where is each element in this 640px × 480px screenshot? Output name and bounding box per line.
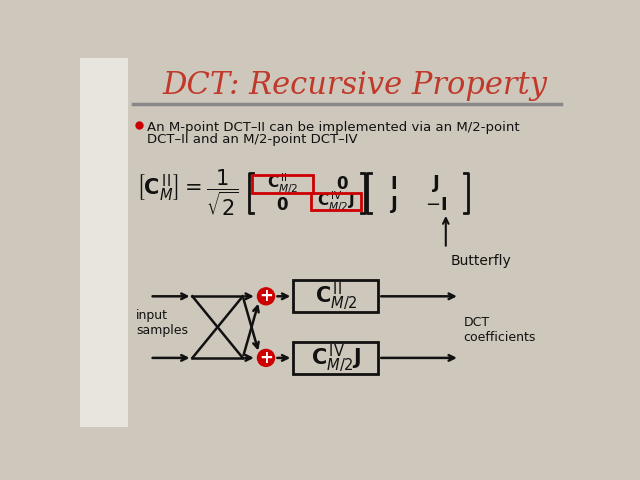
Text: DCT: Recursive Property: DCT: Recursive Property [163, 70, 548, 101]
Text: $\left[\mathbf{C}^{\,\mathsf{II}}_M\right]=\dfrac{1}{\sqrt{2}}$: $\left[\mathbf{C}^{\,\mathsf{II}}_M\righ… [136, 167, 239, 218]
Text: $\mathbf{0}$: $\mathbf{0}$ [276, 196, 289, 214]
Bar [293, 342, 378, 374]
Text: +: + [259, 288, 273, 305]
Bar [252, 175, 312, 193]
Bar [293, 280, 378, 312]
Text: $\mathbf{C}^{\,\mathsf{II}}_{M/2}$: $\mathbf{C}^{\,\mathsf{II}}_{M/2}$ [314, 280, 357, 312]
Text: $\mathbf{I}$: $\mathbf{I}$ [390, 175, 397, 193]
Circle shape [257, 288, 275, 305]
Text: $\mathbf{C}^{\,\mathsf{IV}}_{M/2}\mathbf{J}$: $\mathbf{C}^{\,\mathsf{IV}}_{M/2}\mathbf… [317, 189, 355, 214]
Text: $\mathbf{J}$: $\mathbf{J}$ [390, 194, 398, 215]
Text: input
samples: input samples [136, 309, 188, 337]
Text: $\mathbf{J}$: $\mathbf{J}$ [433, 173, 440, 194]
Text: $\mathbf{C}^{\,\mathsf{IV}}_{M/2}\mathbf{J}$: $\mathbf{C}^{\,\mathsf{IV}}_{M/2}\mathbf… [310, 342, 361, 374]
Circle shape [257, 349, 275, 366]
Text: +: + [259, 349, 273, 367]
Text: DCT–II and an M/2-point DCT–IV: DCT–II and an M/2-point DCT–IV [147, 133, 358, 146]
Text: $\mathbf{0}$: $\mathbf{0}$ [335, 175, 348, 193]
Text: $\mathbf{C}^{\,\mathsf{II}}_{M/2}$: $\mathbf{C}^{\,\mathsf{II}}_{M/2}$ [266, 172, 298, 196]
Text: DCT
coefficients: DCT coefficients [463, 315, 536, 344]
Text: $-\mathbf{I}$: $-\mathbf{I}$ [426, 196, 447, 214]
Bar [80, 58, 128, 427]
Bar [311, 193, 362, 210]
Text: An M-point DCT–II can be implemented via an M/2-point: An M-point DCT–II can be implemented via… [147, 121, 520, 134]
Text: Butterfly: Butterfly [451, 254, 511, 268]
